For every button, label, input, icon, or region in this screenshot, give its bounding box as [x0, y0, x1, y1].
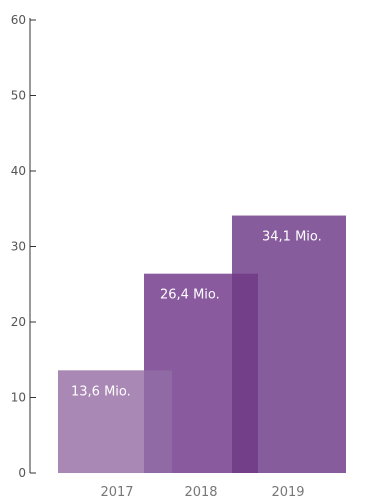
category-label-2017: 2017 — [100, 485, 133, 499]
y-tick-label: 10 — [11, 391, 26, 405]
y-tick-label: 30 — [11, 240, 26, 254]
y-tick-label: 60 — [11, 13, 26, 27]
y-ticks: 0 10 20 30 40 50 60 — [11, 13, 36, 480]
category-label-2019: 2019 — [271, 485, 304, 499]
data-label-2019: 34,1 Mio. — [262, 230, 322, 245]
data-label-2018: 26,4 Mio. — [160, 288, 220, 303]
y-tick-label: 50 — [11, 89, 26, 103]
data-label-2017: 13,6 Mio. — [71, 384, 131, 399]
y-tick-label: 40 — [11, 164, 26, 178]
category-label-2018: 2018 — [184, 485, 217, 499]
bars-group — [58, 215, 346, 474]
y-tick-label: 0 — [18, 466, 26, 480]
bar-overlap-2017-2018 — [144, 370, 172, 473]
bar-overlap-2018-2019 — [232, 273, 258, 473]
category-labels: 2017 2018 2019 — [100, 485, 304, 499]
y-tick-label: 20 — [11, 315, 26, 329]
data-labels: 13,6 Mio. 26,4 Mio. 34,1 Mio. — [71, 230, 322, 400]
bar-overlaps-group — [144, 273, 258, 473]
